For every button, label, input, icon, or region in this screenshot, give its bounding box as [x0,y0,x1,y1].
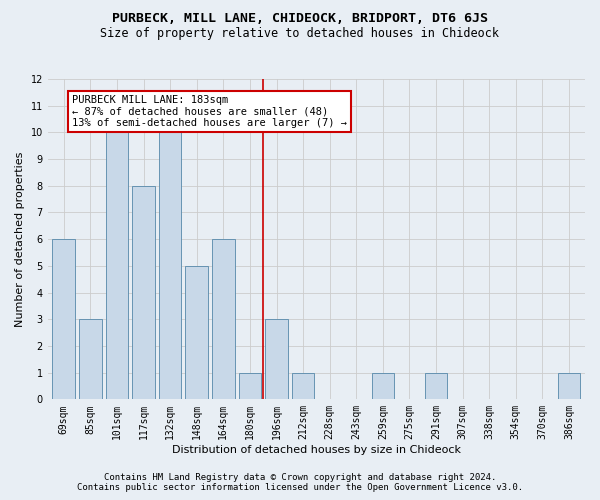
Bar [52,239,75,400]
Y-axis label: Number of detached properties: Number of detached properties [15,152,25,327]
Bar [212,239,235,400]
Text: Size of property relative to detached houses in Chideock: Size of property relative to detached ho… [101,28,499,40]
Bar [106,132,128,400]
Bar [185,266,208,400]
Text: PURBECK, MILL LANE, CHIDEOCK, BRIDPORT, DT6 6JS: PURBECK, MILL LANE, CHIDEOCK, BRIDPORT, … [112,12,488,26]
Bar [79,319,101,400]
Bar [239,372,261,400]
Text: PURBECK MILL LANE: 183sqm
← 87% of detached houses are smaller (48)
13% of semi-: PURBECK MILL LANE: 183sqm ← 87% of detac… [72,95,347,128]
Bar [159,132,181,400]
Bar [292,372,314,400]
Text: Contains HM Land Registry data © Crown copyright and database right 2024.: Contains HM Land Registry data © Crown c… [104,472,496,482]
X-axis label: Distribution of detached houses by size in Chideock: Distribution of detached houses by size … [172,445,461,455]
Bar [371,372,394,400]
Bar [132,186,155,400]
Bar [425,372,448,400]
Bar [558,372,580,400]
Text: Contains public sector information licensed under the Open Government Licence v3: Contains public sector information licen… [77,484,523,492]
Bar [265,319,288,400]
